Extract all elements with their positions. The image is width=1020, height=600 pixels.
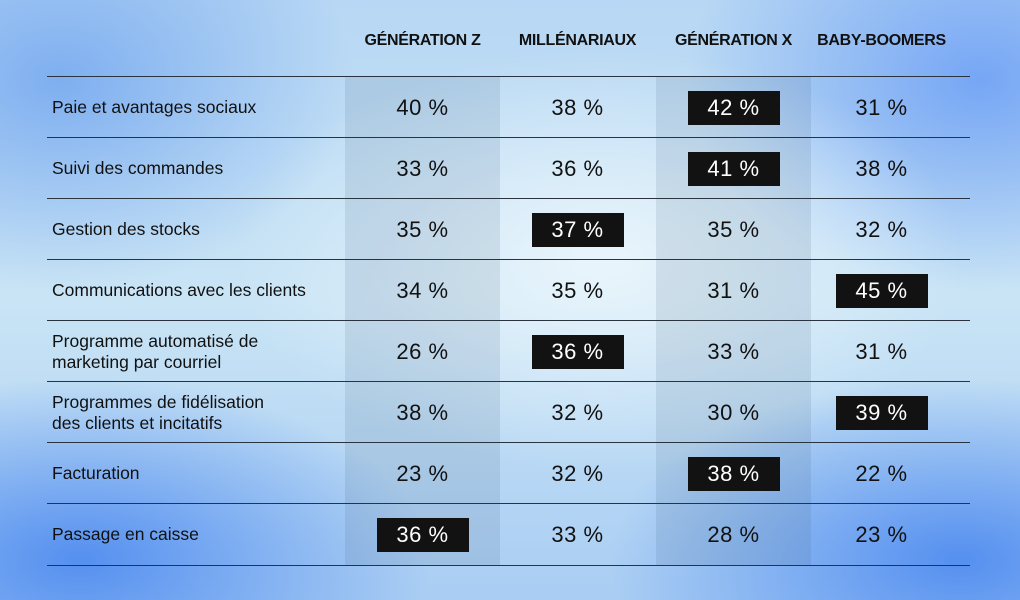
row-label-text: Programme automatisé de marketing par co…: [52, 330, 259, 372]
cell-value: 23 %: [396, 460, 449, 486]
table-cell: 45 %: [804, 260, 959, 321]
table-cell: 35 %: [345, 199, 500, 260]
row-label-text: Facturation: [52, 463, 140, 483]
table-cell: 22 %: [804, 443, 959, 504]
row-label-text: Communications avec les clients: [52, 280, 306, 300]
table-cell: 31 %: [656, 260, 811, 321]
row-label: Communications avec les clients: [52, 260, 337, 321]
row-label-text: Suivi des commandes: [52, 158, 224, 178]
table-cell: 32 %: [804, 199, 959, 260]
row-label-text: Passage en caisse: [52, 524, 199, 544]
highlighted-value: 42 %: [687, 90, 780, 125]
cell-value: 30 %: [707, 399, 760, 425]
cell-value: 32 %: [551, 460, 604, 486]
cell-value: 32 %: [551, 399, 604, 425]
row-label: Facturation: [52, 443, 337, 504]
cell-value: 35 %: [551, 277, 604, 303]
table-cell: 31 %: [804, 321, 959, 382]
table-cell: 38 %: [804, 138, 959, 199]
row-label-text: Gestion des stocks: [52, 219, 200, 239]
table-row: Suivi des commandes 33 % 36 % 41 % 38 %: [47, 137, 970, 199]
table-cell: 34 %: [345, 260, 500, 321]
highlighted-value: 39 %: [835, 395, 928, 430]
table-cell: 38 %: [656, 443, 811, 504]
column-header-millenariaux: MILLÉNARIAUX: [518, 32, 637, 49]
table-cell: 38 %: [500, 77, 655, 138]
cell-value: 32 %: [855, 216, 908, 242]
cell-value: 33 %: [707, 338, 760, 364]
highlighted-value: 41 %: [687, 151, 780, 186]
table-cell: 26 %: [345, 321, 500, 382]
cell-value: 28 %: [707, 521, 760, 547]
row-label: Gestion des stocks: [52, 199, 337, 260]
table-cell: 42 %: [656, 77, 811, 138]
row-label: Programmes de fidélisation des clients e…: [52, 382, 337, 443]
cell-value: 38 %: [855, 155, 908, 181]
cell-value: 38 %: [551, 94, 604, 120]
table-cell: 32 %: [500, 443, 655, 504]
column-shade-generation-z: [345, 76, 500, 566]
table-cell: 39 %: [804, 382, 959, 443]
row-label: Programme automatisé de marketing par co…: [52, 321, 337, 382]
table-row: Facturation 23 % 32 % 38 % 22 %: [47, 442, 970, 504]
highlighted-value: 36 %: [376, 517, 469, 552]
table-cell: 31 %: [804, 77, 959, 138]
cell-value: 26 %: [396, 338, 449, 364]
cell-value: 22 %: [855, 460, 908, 486]
table-cell: 35 %: [500, 260, 655, 321]
table-cell: 41 %: [656, 138, 811, 199]
table-cell: 36 %: [500, 321, 655, 382]
cell-value: 35 %: [396, 216, 449, 242]
cell-value: 36 %: [551, 155, 604, 181]
table-cell: 23 %: [345, 443, 500, 504]
table-row: Gestion des stocks 35 % 37 % 35 % 32 %: [47, 198, 970, 260]
highlighted-value: 38 %: [687, 456, 780, 491]
cell-value: 31 %: [855, 338, 908, 364]
table-cell: 30 %: [656, 382, 811, 443]
highlighted-value: 37 %: [531, 212, 624, 247]
row-label: Paie et avantages sociaux: [52, 77, 337, 138]
table-cell: 32 %: [500, 382, 655, 443]
row-label: Passage en caisse: [52, 504, 337, 565]
row-label-text: Programmes de fidélisation des clients e…: [52, 391, 265, 433]
cell-value: 33 %: [396, 155, 449, 181]
table-cell: 37 %: [500, 199, 655, 260]
table-row: Programmes de fidélisation des clients e…: [47, 381, 970, 443]
table-cell: 33 %: [500, 504, 655, 565]
cell-value: 40 %: [396, 94, 449, 120]
table-cell: 33 %: [345, 138, 500, 199]
table-row: Communications avec les clients 34 % 35 % 3…: [47, 259, 970, 321]
cell-value: 34 %: [396, 277, 449, 303]
table-cell: 38 %: [345, 382, 500, 443]
row-label: Suivi des commandes: [52, 138, 337, 199]
column-header-generation-x: GÉNÉRATION X: [674, 32, 792, 49]
cell-value: 31 %: [707, 277, 760, 303]
cell-value: 38 %: [396, 399, 449, 425]
table-row: Programme automatisé de marketing par co…: [47, 320, 970, 382]
table-cell: 23 %: [804, 504, 959, 565]
table-cell: 35 %: [656, 199, 811, 260]
table-cell: 36 %: [345, 504, 500, 565]
cell-value: 33 %: [551, 521, 604, 547]
table-row: Paie et avantages sociaux 40 % 38 % 42 % 31 …: [47, 76, 970, 138]
row-label-text: Paie et avantages sociaux: [52, 97, 257, 117]
cell-value: 35 %: [707, 216, 760, 242]
column-header-generation-z: GÉNÉRATION Z: [364, 32, 481, 49]
table-row: Passage en caisse 36 % 33 % 28 % 23 %: [47, 503, 970, 566]
cell-value: 31 %: [855, 94, 908, 120]
column-header-baby-boomers: BABY-BOOMERS: [817, 32, 946, 49]
table-cell: 28 %: [656, 504, 811, 565]
table-cell: 36 %: [500, 138, 655, 199]
table-cell: 40 %: [345, 77, 500, 138]
table-cell: 33 %: [656, 321, 811, 382]
cell-value: 23 %: [855, 521, 908, 547]
highlighted-value: 36 %: [531, 334, 624, 369]
highlighted-value: 45 %: [835, 273, 928, 308]
